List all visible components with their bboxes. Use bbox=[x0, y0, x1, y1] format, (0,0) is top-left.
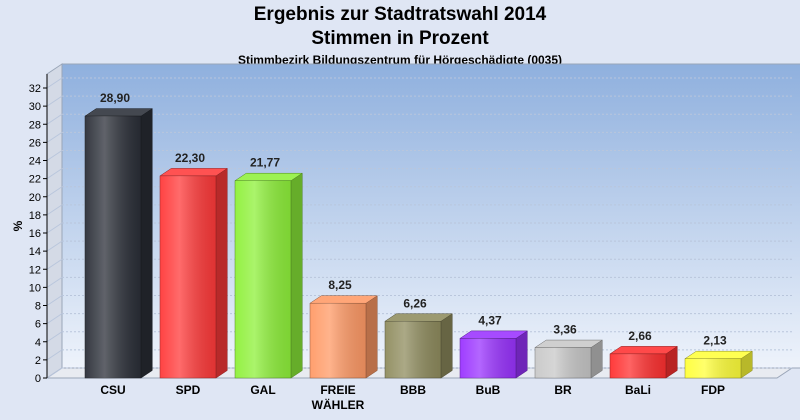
gridline-side bbox=[46, 258, 63, 270]
y-tick-label: 22 bbox=[29, 174, 41, 186]
gridline-side bbox=[46, 131, 63, 143]
bar-br: 3,36 bbox=[534, 323, 604, 379]
y-tick-label: 28 bbox=[29, 119, 41, 131]
x-tick-label: BBB bbox=[400, 383, 426, 397]
bar-fdp: 2,13 bbox=[684, 334, 754, 379]
gridline-side bbox=[46, 313, 63, 325]
bar-shine bbox=[310, 303, 366, 378]
y-tick-label: 4 bbox=[35, 337, 41, 349]
bar-spd: 22,30 bbox=[159, 151, 229, 379]
data-label: 8,25 bbox=[328, 278, 352, 292]
data-label: 4,37 bbox=[478, 313, 502, 327]
data-label: 2,13 bbox=[703, 334, 727, 348]
data-label: 3,36 bbox=[553, 323, 577, 337]
bar-csu: 28,90 bbox=[84, 91, 154, 379]
data-label: 22,30 bbox=[175, 151, 205, 165]
bar-top bbox=[384, 313, 454, 322]
bar-shine bbox=[535, 347, 591, 378]
x-tick-label: SPD bbox=[176, 383, 201, 397]
gridline-side bbox=[46, 240, 63, 252]
x-tick-label: BuB bbox=[476, 383, 501, 397]
y-tick-label: 30 bbox=[29, 101, 41, 113]
bar-side bbox=[515, 330, 528, 379]
gridline-side bbox=[46, 150, 63, 161]
y-tick-label: 24 bbox=[29, 156, 41, 168]
data-label: 2,66 bbox=[628, 329, 652, 343]
x-tick-label: BR bbox=[554, 383, 572, 397]
gridline-side bbox=[46, 113, 63, 125]
x-tick-label: FREIE bbox=[320, 383, 355, 397]
x-tick-label: FDP bbox=[701, 383, 725, 397]
gridline-side bbox=[46, 222, 63, 234]
bar-side bbox=[290, 172, 303, 379]
chart-title: Ergebnis zur Stadtratswahl 2014 bbox=[253, 4, 547, 25]
y-tick-label: 20 bbox=[29, 192, 41, 204]
y-axis-label: % bbox=[11, 220, 25, 231]
chart-subtitle-line2: Stimmen in Prozent bbox=[311, 28, 489, 49]
bar-top bbox=[684, 350, 754, 359]
bar-side bbox=[215, 167, 228, 379]
data-label: 21,77 bbox=[250, 156, 280, 170]
gridline-side bbox=[46, 276, 63, 288]
bar-gal: 21,77 bbox=[234, 156, 304, 379]
bar-top bbox=[234, 172, 304, 181]
y-tick-label: 16 bbox=[29, 228, 41, 240]
gridline-side bbox=[46, 95, 63, 107]
bar-side bbox=[140, 108, 153, 379]
x-tick-label: CSU bbox=[100, 383, 125, 397]
y-tick-label: 14 bbox=[29, 246, 41, 258]
data-label: 28,90 bbox=[100, 91, 130, 105]
bar-freie: 8,25 bbox=[309, 278, 379, 379]
bar-side bbox=[440, 313, 453, 379]
y-tick-label: 18 bbox=[29, 210, 41, 222]
y-tick-label: 0 bbox=[35, 373, 41, 385]
gridline-side bbox=[46, 367, 63, 379]
gridline-side bbox=[46, 168, 63, 180]
bar-top bbox=[534, 339, 604, 348]
x-tick-label: BaLi bbox=[625, 383, 651, 397]
bar-top bbox=[159, 168, 229, 177]
bar-shine bbox=[685, 358, 741, 378]
gridline-side bbox=[46, 295, 63, 306]
y-tick-label: 10 bbox=[29, 282, 41, 294]
bar-bbb: 6,26 bbox=[384, 296, 454, 379]
x-tick-label: GAL bbox=[250, 383, 275, 397]
y-tick-label: 12 bbox=[29, 264, 41, 276]
bar-bub: 4,37 bbox=[459, 313, 529, 379]
bar-shine bbox=[235, 180, 291, 378]
gridline-side bbox=[46, 186, 63, 198]
bar-shine bbox=[385, 321, 441, 378]
bar-side bbox=[365, 295, 378, 379]
gridline-side bbox=[46, 349, 63, 361]
y-tick-label: 8 bbox=[35, 301, 41, 313]
bar-shine bbox=[160, 175, 216, 378]
bar-top bbox=[609, 346, 679, 355]
bar-top bbox=[459, 330, 529, 339]
bar-shine bbox=[610, 353, 666, 378]
bar-bali: 2,66 bbox=[609, 329, 679, 379]
plot-left-wall bbox=[46, 63, 63, 379]
x-tick-label-line2: WÄHLER bbox=[312, 397, 365, 412]
bar-shine bbox=[460, 338, 516, 378]
y-tick-label: 32 bbox=[29, 83, 41, 95]
bar-shine bbox=[85, 116, 141, 378]
gridline-side bbox=[46, 77, 63, 89]
bar-top bbox=[309, 295, 379, 304]
y-tick-label: 2 bbox=[35, 355, 41, 367]
gridline-side bbox=[46, 331, 63, 343]
bar-top bbox=[84, 108, 154, 117]
y-tick-label: 26 bbox=[29, 137, 41, 149]
y-tick-label: 6 bbox=[35, 319, 41, 331]
data-label: 6,26 bbox=[403, 296, 427, 310]
gridline-side bbox=[46, 204, 63, 216]
